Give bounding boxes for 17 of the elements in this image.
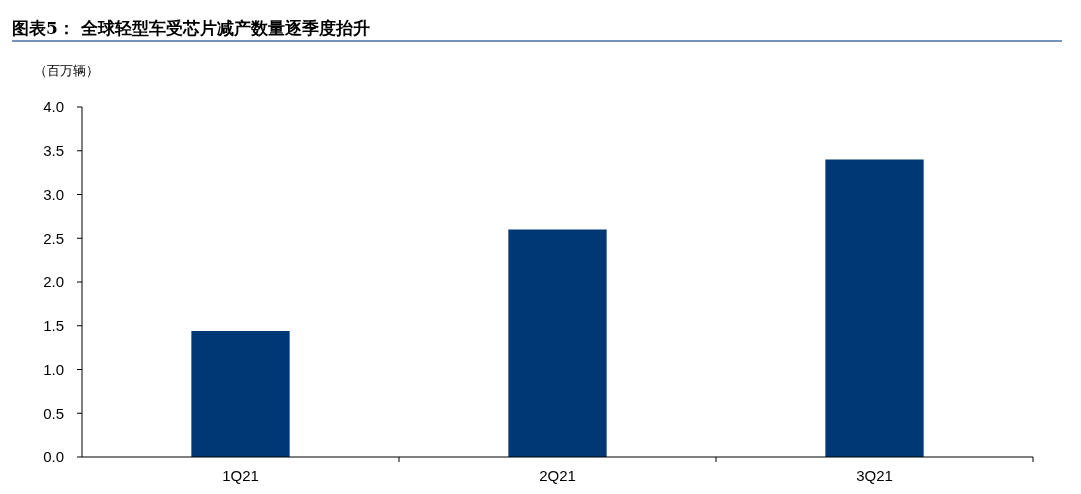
chart-title: 图表5： 全球轻型车受芯片减产数量逐季度抬升 xyxy=(12,18,370,38)
y-tick-label: 1.5 xyxy=(43,317,64,334)
y-tick-label: 0.5 xyxy=(43,404,64,422)
y-tick-label: 2.0 xyxy=(43,273,64,291)
bar xyxy=(825,159,924,457)
y-tick-label: 2.5 xyxy=(43,229,64,247)
y-tick-label: 3.0 xyxy=(43,185,64,203)
y-tick-label: 0.0 xyxy=(43,448,64,466)
x-tick-label: 3Q21 xyxy=(856,467,893,484)
y-axis-title: （百万辆） xyxy=(34,63,99,78)
x-tick-label: 2Q21 xyxy=(539,467,576,484)
bar xyxy=(191,331,290,457)
x-tick-label: 1Q21 xyxy=(222,467,259,484)
y-tick-label: 3.5 xyxy=(43,142,64,159)
y-tick-label: 4.0 xyxy=(43,98,64,116)
y-tick-label: 1.0 xyxy=(43,360,64,378)
bar xyxy=(508,229,607,457)
